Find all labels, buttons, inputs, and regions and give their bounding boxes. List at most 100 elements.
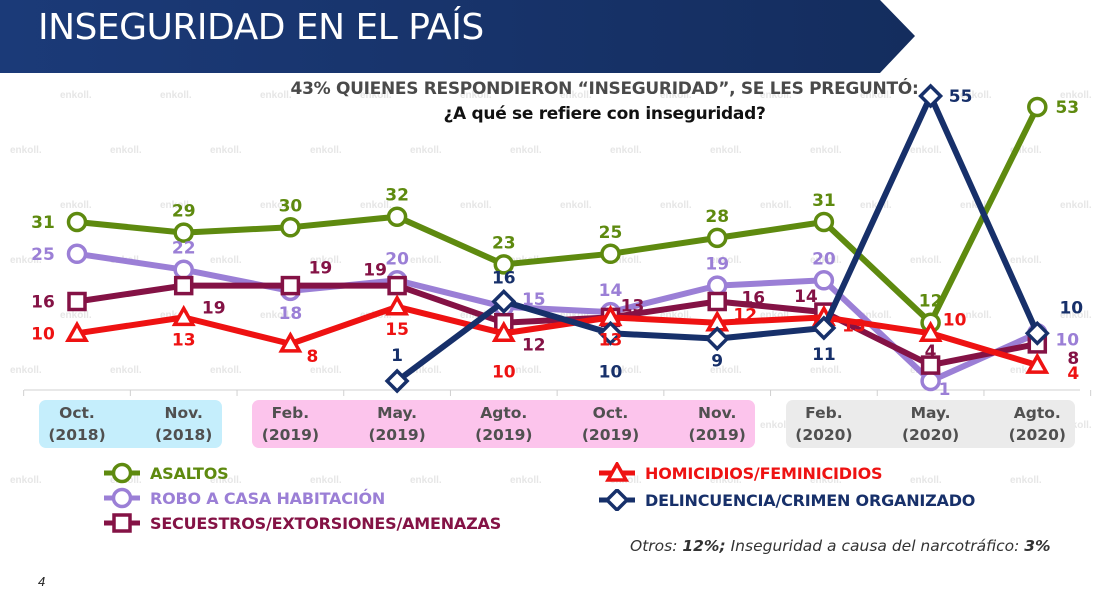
- watermark-text: enkoll.: [160, 90, 192, 101]
- data-label: 23: [492, 233, 516, 253]
- legend-label: ASALTOS: [150, 463, 229, 483]
- data-label: 20: [812, 249, 836, 269]
- watermark-text: enkoll.: [610, 145, 642, 156]
- x-tick-month: Oct.: [59, 404, 95, 422]
- x-tick-month: May.: [910, 404, 951, 422]
- data-label: 28: [705, 207, 729, 227]
- data-label: 8: [1067, 349, 1079, 369]
- watermark-text: enkoll.: [710, 145, 742, 156]
- watermark-text: enkoll.: [410, 145, 442, 156]
- watermark-text: enkoll.: [10, 145, 42, 156]
- data-label: 12: [919, 292, 943, 312]
- data-label: 10: [943, 310, 967, 330]
- data-point-marker: [813, 211, 835, 233]
- x-tick-month: Agto.: [480, 404, 528, 422]
- watermark-text: enkoll.: [1010, 145, 1042, 156]
- data-label: 12: [733, 306, 757, 326]
- x-tick-month: Feb.: [271, 404, 310, 422]
- data-point-marker: [706, 275, 728, 296]
- data-label: 20: [385, 249, 409, 269]
- data-point-marker: [384, 368, 410, 394]
- watermark-text: enkoll.: [1060, 200, 1092, 211]
- data-point-marker: [1027, 96, 1048, 118]
- data-label: 31: [31, 213, 55, 233]
- data-label: 14: [794, 287, 818, 307]
- watermark-text: enkoll.: [660, 200, 692, 211]
- watermark-text: enkoll.: [360, 200, 392, 211]
- legend-marker: [112, 513, 132, 533]
- data-point-marker: [385, 294, 410, 316]
- legend-marker: [111, 487, 133, 509]
- data-point-marker: [173, 275, 194, 296]
- watermark-text: enkoll.: [360, 90, 392, 101]
- watermark-text: enkoll.: [560, 310, 592, 321]
- footnote-narco-label: Inseguridad a causa del narcotráfico:: [725, 537, 1025, 555]
- data-label: 15: [522, 290, 546, 310]
- x-tick-month: Nov.: [698, 404, 737, 422]
- watermark-text: enkoll.: [260, 310, 292, 321]
- watermark-text: enkoll.: [710, 475, 742, 486]
- watermark-text: enkoll.: [960, 310, 992, 321]
- watermark-text: enkoll.: [1010, 475, 1042, 486]
- chart-question: ¿A qué se refiere con inseguridad?: [443, 104, 766, 124]
- data-label: 4: [925, 342, 937, 362]
- x-tick-label: May. (2019): [352, 402, 442, 446]
- x-tick-year: (2019): [368, 426, 426, 444]
- data-label: 1: [939, 380, 951, 400]
- watermark-text: enkoll.: [1010, 255, 1042, 266]
- legend-diamond-icon: [599, 489, 635, 511]
- data-point-marker: [491, 289, 517, 314]
- watermark-text: enkoll.: [860, 90, 892, 101]
- x-tick-month: Nov.: [164, 404, 203, 422]
- data-label: 10: [1059, 298, 1083, 318]
- x-tick-label: May. (2020): [886, 402, 976, 446]
- legend-marker: [605, 462, 629, 482]
- watermark-text: enkoll.: [710, 365, 742, 376]
- watermark-text: enkoll.: [510, 475, 542, 486]
- data-label: 11: [812, 345, 836, 365]
- watermark-text: enkoll.: [460, 200, 492, 211]
- watermark-text: enkoll.: [310, 255, 342, 266]
- series-4: [384, 83, 1050, 394]
- data-label: 18: [279, 304, 303, 324]
- data-point-marker: [1024, 320, 1050, 346]
- legend-marker: [604, 489, 630, 511]
- watermark-text: enkoll.: [910, 145, 942, 156]
- data-point-marker: [920, 355, 941, 375]
- footnote: Otros: 12%; Inseguridad a causa del narc…: [630, 537, 1051, 555]
- watermark-text: enkoll.: [410, 475, 442, 486]
- legend-label: SECUESTROS/EXTORSIONES/AMENAZAS: [150, 513, 502, 533]
- data-point-marker: [704, 326, 730, 352]
- watermark-text: enkoll.: [10, 475, 42, 486]
- watermark-text: enkoll.: [660, 310, 692, 321]
- data-label: 22: [172, 239, 196, 259]
- data-point-marker: [811, 315, 837, 341]
- data-label: 13: [599, 330, 623, 350]
- x-tick-label: Feb. (2019): [245, 402, 335, 446]
- data-point-marker: [707, 291, 727, 312]
- watermark-text: enkoll.: [60, 200, 92, 211]
- data-label: 1: [391, 346, 403, 366]
- data-label: 12: [522, 336, 546, 356]
- watermark-text: enkoll.: [910, 475, 942, 486]
- data-label: 15: [385, 320, 409, 340]
- data-label: 14: [599, 281, 623, 301]
- watermark-text: enkoll.: [760, 420, 792, 431]
- x-tick-month: Feb.: [805, 404, 843, 422]
- x-tick-month: Oct.: [592, 404, 629, 422]
- watermark-text: enkoll.: [210, 475, 242, 486]
- x-tick-label: Agto. (2020): [992, 402, 1082, 446]
- watermark-text: enkoll.: [960, 90, 992, 101]
- data-label: 31: [812, 191, 836, 211]
- data-point-marker: [66, 243, 88, 265]
- x-tick-label: Agto. (2019): [459, 402, 549, 446]
- legend-label: DELINCUENCIA/CRIMEN ORGANIZADO: [645, 490, 976, 510]
- watermark-text: enkoll.: [210, 365, 242, 376]
- x-tick-month: May.: [377, 404, 418, 422]
- data-label: 29: [172, 202, 196, 222]
- data-label: 13: [842, 316, 866, 336]
- watermark-text: enkoll.: [1060, 90, 1092, 101]
- watermark-text: enkoll.: [810, 145, 842, 156]
- watermark-text: enkoll.: [210, 145, 242, 156]
- x-tick-year: (2020): [901, 426, 960, 444]
